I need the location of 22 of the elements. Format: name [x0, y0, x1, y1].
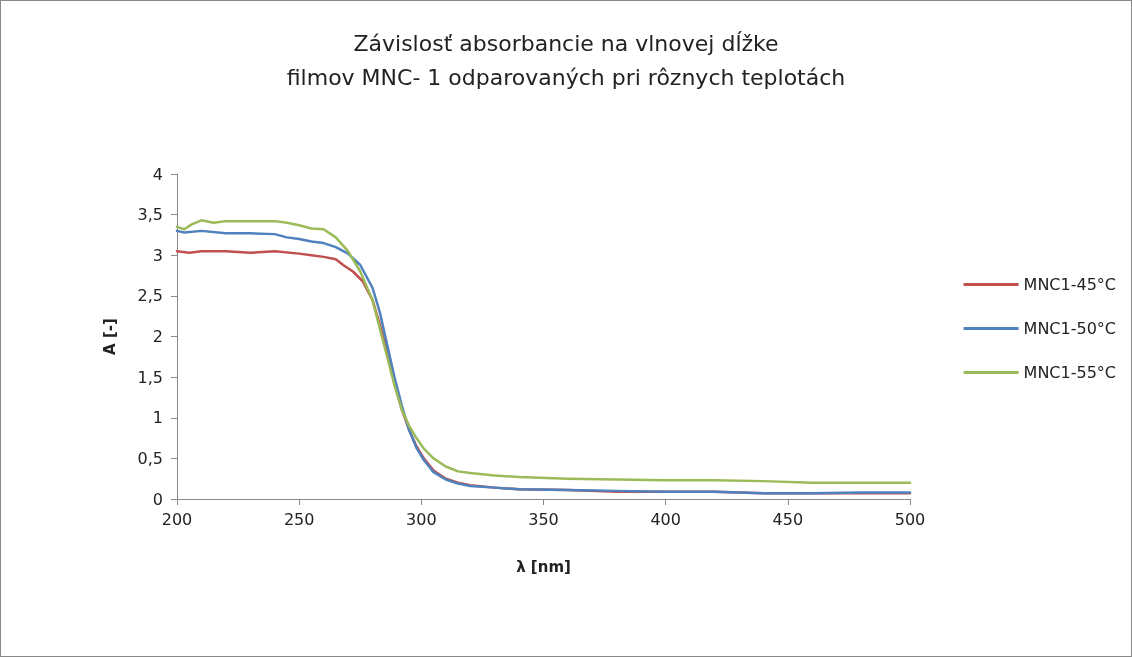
- y-tick-label: 1,5: [137, 367, 163, 387]
- x-tick-label: 400: [650, 509, 681, 529]
- y-axis-title: A [-]: [100, 318, 119, 355]
- y-tick-label: 3,5: [137, 205, 163, 225]
- x-axis-title: λ [nm]: [516, 557, 571, 576]
- x-tick-label: 300: [406, 509, 437, 529]
- chart-title: Závislosť absorbancie na vlnovej dĺžke filmov MNC- 1 odparovaných pri rôznych teplotách: [286, 30, 846, 90]
- x-tick-label: 450: [772, 509, 804, 529]
- legend-label: MNC1-55°C: [1023, 363, 1117, 382]
- legend-label: MNC1-50°C: [1023, 319, 1117, 338]
- y-tick-label: 0,5: [137, 448, 163, 468]
- y-tick-label: 2,5: [137, 286, 163, 306]
- x-tick-label: 200: [161, 509, 193, 529]
- x-tick-label: 500: [894, 509, 926, 529]
- y-tick-label: 1: [152, 408, 163, 428]
- y-tick-label: 0: [152, 489, 163, 509]
- x-tick-label: 250: [283, 509, 315, 529]
- y-tick-label: 3: [152, 245, 163, 265]
- x-tick-label: 350: [528, 509, 559, 529]
- y-tick-label: 4: [152, 164, 163, 184]
- y-tick-label: 2: [152, 327, 163, 346]
- legend-label: MNC1-45°C: [1023, 275, 1117, 294]
